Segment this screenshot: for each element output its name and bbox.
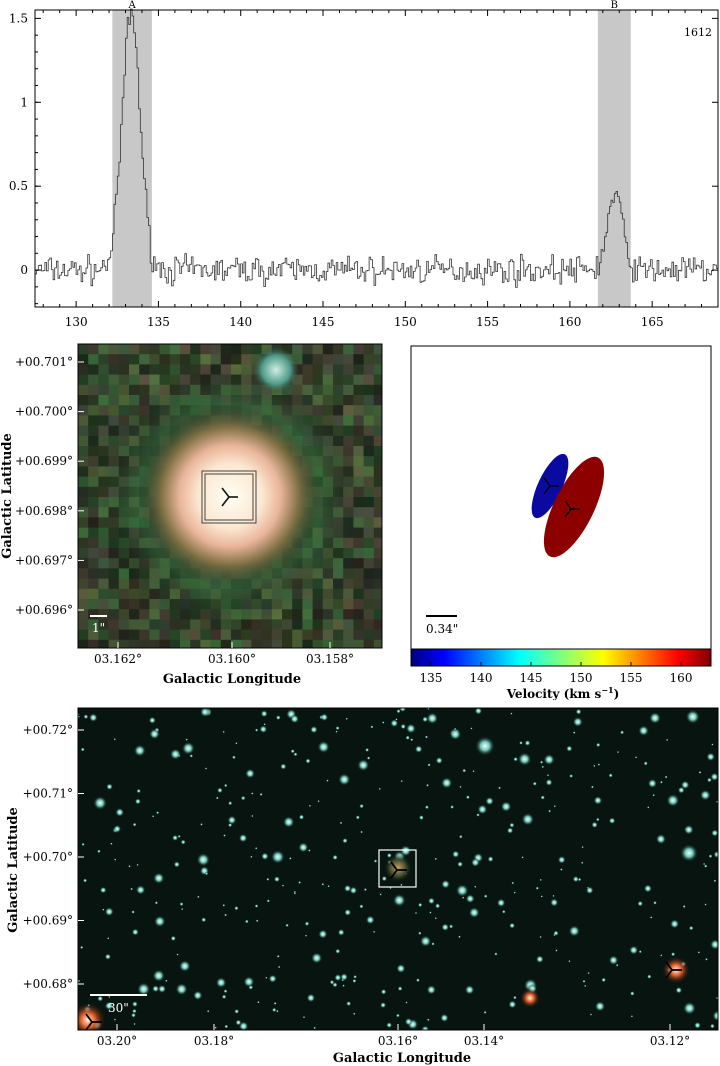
spectrum-line (35, 8, 719, 288)
band-B (597, 10, 631, 307)
cutout-y-tick-label: +00.698° (15, 504, 73, 518)
cutout-y-tick-label: +00.696° (15, 603, 73, 617)
cutout-x-tick-label: 03.162° (94, 652, 142, 666)
spectrum-x-tick-label: 140 (229, 315, 252, 329)
velocity-map-scalebar: 0.34" (426, 615, 458, 636)
cutout-x-ticks: 03.162° 03.160° 03.158° (94, 642, 354, 666)
spectrum-frame (34, 9, 719, 308)
cutout-scalebar: 1" (90, 615, 107, 635)
cutout-y-tick-label: +00.701° (15, 355, 73, 369)
cutout-x-tick-label: 03.160° (208, 652, 256, 666)
field-x-tick-label: 03.12° (650, 1034, 690, 1048)
cutout-y-ticks: +00.701° +00.700° +00.699° +00.698° +00.697°… (15, 355, 84, 617)
field-y-tick-label: +00.72° (23, 723, 73, 737)
spectrum-x-tick-label: 165 (641, 315, 664, 329)
band-label-B: B (611, 0, 618, 11)
component-B-marker (564, 500, 580, 518)
field-maser-marker (390, 861, 407, 879)
field-x-axis-label: Galactic Longitude (333, 1051, 471, 1066)
field-y-tick-label: +00.69° (23, 914, 73, 928)
velocity-colorbar (410, 648, 712, 667)
velocity-map-panel: 0.34" 135 140 145 150 155 160 Velocity (km s−… (410, 345, 712, 700)
field-marker-left (85, 1013, 102, 1031)
cutout-frame (77, 343, 383, 649)
spectrum-x-tick-label: 160 (558, 315, 581, 329)
field-x-tick-label: 03.18° (194, 1034, 234, 1048)
velocity-map-scalebar-label: 0.34" (426, 622, 458, 636)
component-A-marker (543, 477, 559, 495)
field-y-tick-label: +00.68° (23, 977, 73, 991)
field-scalebar: 30" (90, 994, 147, 1015)
cutout-y-tick-label: +00.697° (15, 553, 73, 567)
field-image (78, 708, 718, 1030)
component-B-ellipse (543, 456, 605, 558)
colorbar-tick-label: 135 (420, 671, 443, 685)
cutout-panel: 1" 03.162° 03.160° 03.158° +00.701° +00.700… (0, 343, 383, 687)
spectrum-x-tick-label: 135 (147, 315, 170, 329)
spectrum-y-tick-label: 0 (20, 263, 28, 277)
cutout-y-axis-label: Galactic Latitude (0, 433, 15, 559)
field-x-tick-label: 03.14° (464, 1034, 504, 1048)
spectrum-y-tick-label: 1.5 (9, 11, 28, 25)
colorbar-tick-label: 140 (470, 671, 493, 685)
field-y-tick-label: +00.71° (23, 787, 73, 801)
field-x-tick-label: 03.16° (378, 1034, 418, 1048)
band-label-A: A (127, 0, 136, 11)
spectrum-x-tick-label: 155 (476, 315, 499, 329)
field-x-ticks: 03.20° 03.18° 03.16° 03.14° 03.12° (97, 1024, 690, 1048)
colorbar-tick-label: 155 (620, 671, 643, 685)
cutout-x-tick-label: 03.158° (306, 652, 354, 666)
colorbar-tick-label: 160 (670, 671, 693, 685)
field-stars (78, 708, 718, 1030)
spectrum-y-ticks: 0 0.5 1 1.5 (9, 11, 718, 305)
field-panel: 30" 03.20° 03.18° 03.16° 03.14° 03.12° +00.7… (6, 707, 719, 1066)
field-y-tick-label: +00.70° (23, 850, 73, 864)
field-target-box (378, 849, 417, 888)
field-x-tick-label: 03.20° (97, 1034, 137, 1048)
spectrum-x-tick-label: 150 (394, 315, 417, 329)
colorbar-tick-label: 150 (570, 671, 593, 685)
cutout-image (78, 344, 382, 648)
spectrum-bands (112, 10, 631, 307)
spectrum-y-tick-label: 0.5 (9, 179, 28, 193)
field-scalebar-label: 30" (108, 1001, 129, 1015)
spectrum-x-tick-label: 130 (65, 315, 88, 329)
field-y-axis-label: Galactic Latitude (6, 807, 21, 933)
spectrum-y-tick-label: 1 (20, 95, 28, 109)
spectrum-x-ticks: 130 135 140 145 150 155 160 165 (42, 10, 703, 329)
cutout-y-tick-label: +00.700° (15, 405, 73, 419)
cutout-x-axis-label: Galactic Longitude (163, 672, 301, 687)
colorbar-tick-label: 145 (520, 671, 543, 685)
field-y-ticks: +00.72° +00.71° +00.70° +00.69° +00.68° (23, 723, 84, 991)
cutout-scalebar-label: 1" (92, 621, 105, 635)
band-A (112, 10, 152, 307)
cutout-y-tick-label: +00.699° (15, 454, 73, 468)
field-marker-right (665, 961, 682, 979)
colorbar-label: Velocity (km s−1) (506, 685, 620, 700)
cutout-aperture-outer (201, 470, 257, 524)
cutout-aperture-inner (204, 473, 254, 521)
colorbar-ticks: 135 140 145 150 155 160 (420, 662, 693, 685)
cutout-maser-marker (221, 487, 238, 507)
spectrum-x-tick-label: 145 (312, 315, 335, 329)
spectrum-line-label: 1612 (684, 26, 712, 39)
